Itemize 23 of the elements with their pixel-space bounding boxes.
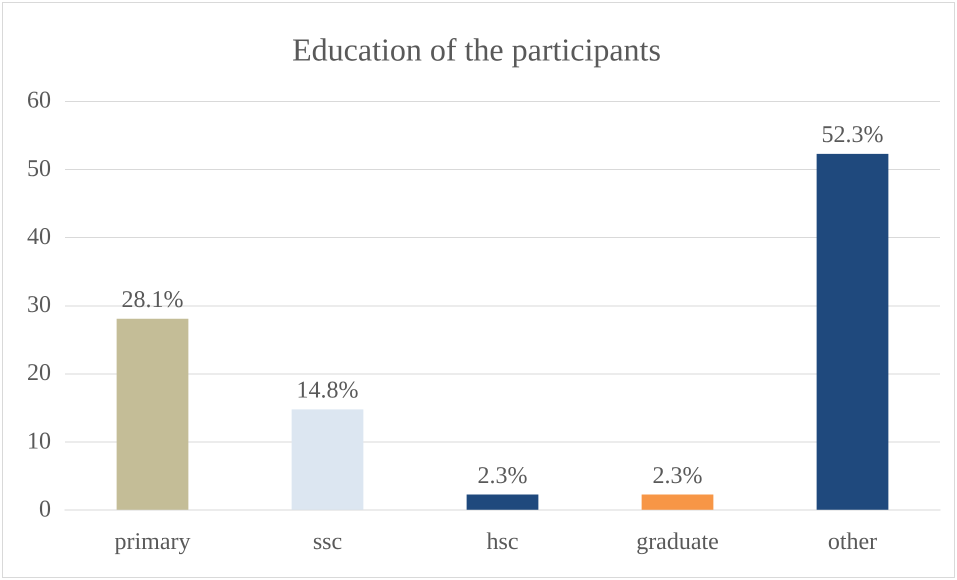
y-tick-label: 0 [39, 496, 51, 522]
data-label: 14.8% [296, 378, 358, 404]
data-label: 2.3% [478, 462, 528, 489]
y-tick-label: 60 [27, 88, 51, 114]
x-tick-label: hsc [486, 528, 518, 555]
x-tick-label: primary [114, 528, 190, 555]
bar [816, 154, 888, 510]
y-tick-label: 30 [27, 292, 51, 318]
y-tick-label: 10 [27, 428, 51, 454]
y-tick-label: 50 [27, 156, 51, 182]
chart-title: Education of the participants [292, 32, 661, 68]
y-tick-label: 40 [27, 224, 51, 250]
x-tick-label: ssc [312, 528, 342, 555]
data-label: 28.1% [122, 287, 184, 314]
bar [466, 494, 538, 510]
data-label: 2.3% [652, 462, 702, 489]
bar [642, 494, 714, 510]
data-label: 52.3% [822, 122, 884, 148]
x-tick-label: graduate [636, 528, 719, 555]
y-tick-label: 20 [27, 360, 51, 386]
bar [116, 318, 188, 510]
x-tick-label: other [828, 528, 878, 555]
bar [292, 409, 364, 510]
